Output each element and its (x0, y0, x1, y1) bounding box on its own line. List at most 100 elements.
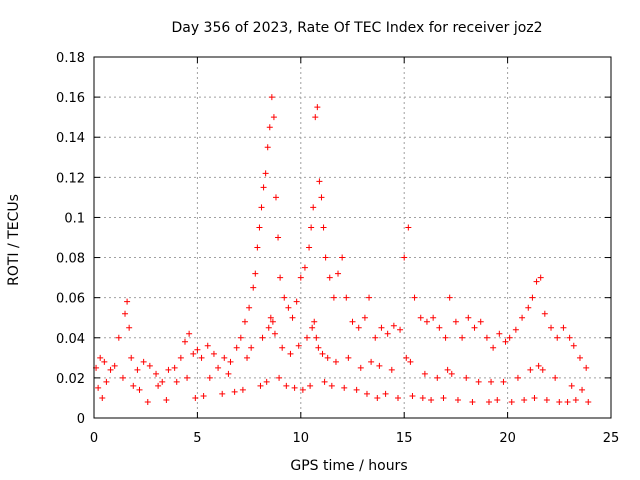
data-point (225, 370, 232, 377)
data-point (535, 362, 542, 369)
data-point (548, 324, 555, 331)
data-point (248, 344, 255, 351)
data-point (279, 344, 286, 351)
data-point (407, 358, 414, 365)
data-point (442, 334, 449, 341)
data-point (210, 350, 217, 357)
data-point (314, 104, 321, 111)
data-point (502, 338, 509, 345)
data-point (304, 334, 311, 341)
data-point (258, 204, 265, 211)
data-point (276, 374, 283, 381)
data-point (552, 374, 559, 381)
data-point (115, 334, 122, 341)
data-point (374, 394, 381, 401)
data-point (506, 334, 513, 341)
chart-title: Day 356 of 2023, Rate Of TEC Index for r… (171, 20, 542, 36)
data-point (512, 326, 519, 333)
data-point (233, 344, 240, 351)
data-point (181, 338, 188, 345)
data-point (521, 396, 528, 403)
data-point (267, 314, 274, 321)
data-point (165, 366, 172, 373)
data-point (309, 324, 316, 331)
data-point (237, 334, 244, 341)
x-tick-label: 0 (90, 431, 98, 446)
data-point (475, 378, 482, 385)
data-point (531, 394, 538, 401)
data-point (527, 366, 534, 373)
data-point (107, 366, 114, 373)
data-point (262, 170, 269, 177)
data-point (332, 358, 339, 365)
y-tick-label: 0.08 (56, 252, 85, 267)
data-point (265, 324, 272, 331)
y-tick-label: 0 (77, 412, 85, 427)
y-tick-label: 0.12 (56, 171, 85, 186)
data-point (554, 334, 561, 341)
data-point (254, 244, 261, 251)
x-tick-label: 25 (603, 431, 620, 446)
data-point (585, 398, 592, 405)
data-point (204, 342, 211, 349)
data-point (378, 324, 385, 331)
data-point (287, 350, 294, 357)
data-point (184, 374, 191, 381)
data-point (397, 326, 404, 333)
data-point (409, 392, 416, 399)
data-point (266, 124, 273, 131)
x-tick-labels: 0 5 10 15 20 25 (90, 431, 619, 446)
data-point (500, 378, 507, 385)
y-tick-labels: 0 0.02 0.04 0.06 0.08 0.1 0.12 0.14 0.16 0.18 (56, 51, 85, 427)
x-tick-label: 5 (193, 431, 201, 446)
data-point (363, 390, 370, 397)
data-point (246, 304, 253, 311)
data-point (244, 354, 251, 361)
data-point (126, 324, 133, 331)
x-tick-label: 15 (396, 431, 413, 446)
data-point (130, 382, 137, 389)
data-point (556, 398, 563, 405)
data-point (572, 396, 579, 403)
data-points (93, 94, 592, 405)
data-point (372, 334, 379, 341)
data-point (101, 358, 108, 365)
data-point (316, 178, 323, 185)
data-point (417, 314, 424, 321)
data-point (440, 394, 447, 401)
data-point (469, 398, 476, 405)
data-point (448, 370, 455, 377)
data-point (579, 386, 586, 393)
data-point (322, 254, 329, 261)
data-point (321, 378, 328, 385)
data-point (353, 386, 360, 393)
data-point (285, 304, 292, 311)
data-point (103, 378, 110, 385)
data-point (163, 396, 170, 403)
data-point (136, 386, 143, 393)
data-point (452, 318, 459, 325)
data-point (324, 354, 331, 361)
data-point (419, 394, 426, 401)
data-point (525, 304, 532, 311)
data-point (293, 298, 300, 305)
data-point (446, 294, 453, 301)
data-point (299, 386, 306, 393)
data-point (97, 354, 104, 361)
data-point (307, 382, 314, 389)
data-point (434, 374, 441, 381)
plot-frame (93, 56, 612, 419)
data-point (269, 318, 276, 325)
data-point (231, 388, 238, 395)
data-point (355, 324, 362, 331)
data-point (403, 354, 410, 361)
data-point (463, 374, 470, 381)
data-point (444, 366, 451, 373)
data-point (430, 314, 437, 321)
data-point (256, 224, 263, 231)
data-point (221, 354, 228, 361)
axis-ticks (93, 56, 612, 419)
data-point (496, 330, 503, 337)
data-point (541, 310, 548, 317)
data-point (268, 94, 275, 101)
